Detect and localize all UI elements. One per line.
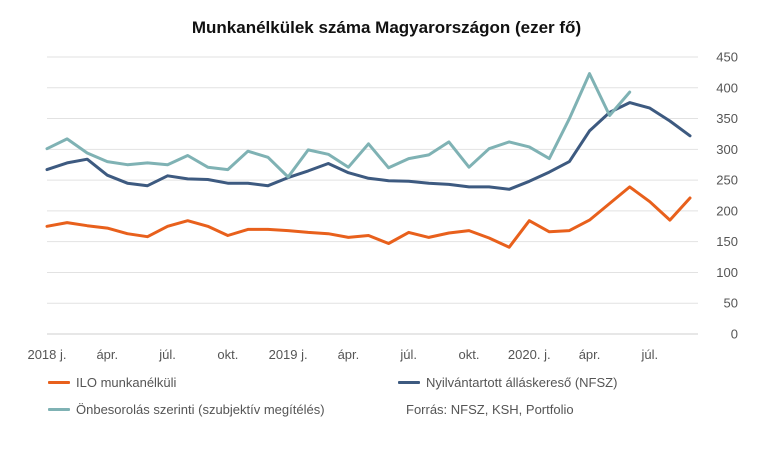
x-tick-label: 2018 j.	[27, 347, 66, 362]
x-tick-label: 2020. j.	[508, 347, 551, 362]
legend-label-subjective: Önbesorolás szerinti (szubjektív megítél…	[76, 402, 325, 417]
gridlines	[47, 56, 698, 335]
chart-title: Munkanélkülek száma Magyarországon (ezer…	[191, 18, 582, 37]
series-lines	[45, 72, 692, 249]
legend-item-subjective: Önbesorolás szerinti (szubjektív megítél…	[48, 402, 325, 417]
x-tick-label: júl.	[158, 347, 176, 362]
y-tick-label: 200	[716, 203, 738, 218]
x-tick-label: okt.	[458, 347, 479, 362]
source-note: Forrás: NFSZ, KSH, Portfolio	[406, 402, 574, 417]
legend-swatch-subjective	[48, 408, 70, 411]
x-tick-label: okt.	[217, 347, 238, 362]
y-tick-label: 50	[724, 296, 738, 311]
series-line-2	[45, 72, 632, 179]
y-tick-label: 100	[716, 265, 738, 280]
series-line-1	[45, 101, 692, 191]
x-tick-label: 2019 j.	[269, 347, 308, 362]
legend-label-ilo: ILO munkanélküli	[76, 375, 177, 390]
x-tick-label: ápr.	[96, 347, 118, 362]
y-tick-label: 250	[716, 173, 738, 188]
x-tick-label: júl.	[641, 347, 659, 362]
x-tick-label: ápr.	[579, 347, 601, 362]
series-line-0	[45, 185, 692, 249]
y-tick-label: 300	[716, 142, 738, 157]
x-tick-label: júl.	[399, 347, 417, 362]
x-axis-tick-labels: 2018 j. ápr. júl. okt. 2019 j. ápr. júl. okt. 20…	[27, 347, 658, 362]
legend-swatch-nfsz	[398, 381, 420, 384]
y-tick-label: 0	[731, 327, 738, 342]
legend-item-ilo: ILO munkanélküli	[48, 375, 176, 390]
legend-label-nfsz: Nyilvántartott álláskereső (NFSZ)	[426, 375, 618, 390]
y-tick-label: 400	[716, 80, 738, 95]
y-tick-label: 350	[716, 111, 738, 126]
x-tick-label: ápr.	[338, 347, 360, 362]
y-tick-label: 150	[716, 234, 738, 249]
y-axis-tick-labels: 0 50 100 150 200 250 300 350 400 450	[716, 50, 738, 342]
legend-swatch-ilo	[48, 381, 70, 384]
y-tick-label: 450	[716, 50, 738, 65]
legend-item-nfsz: Nyilvántartott álláskereső (NFSZ)	[398, 375, 617, 390]
